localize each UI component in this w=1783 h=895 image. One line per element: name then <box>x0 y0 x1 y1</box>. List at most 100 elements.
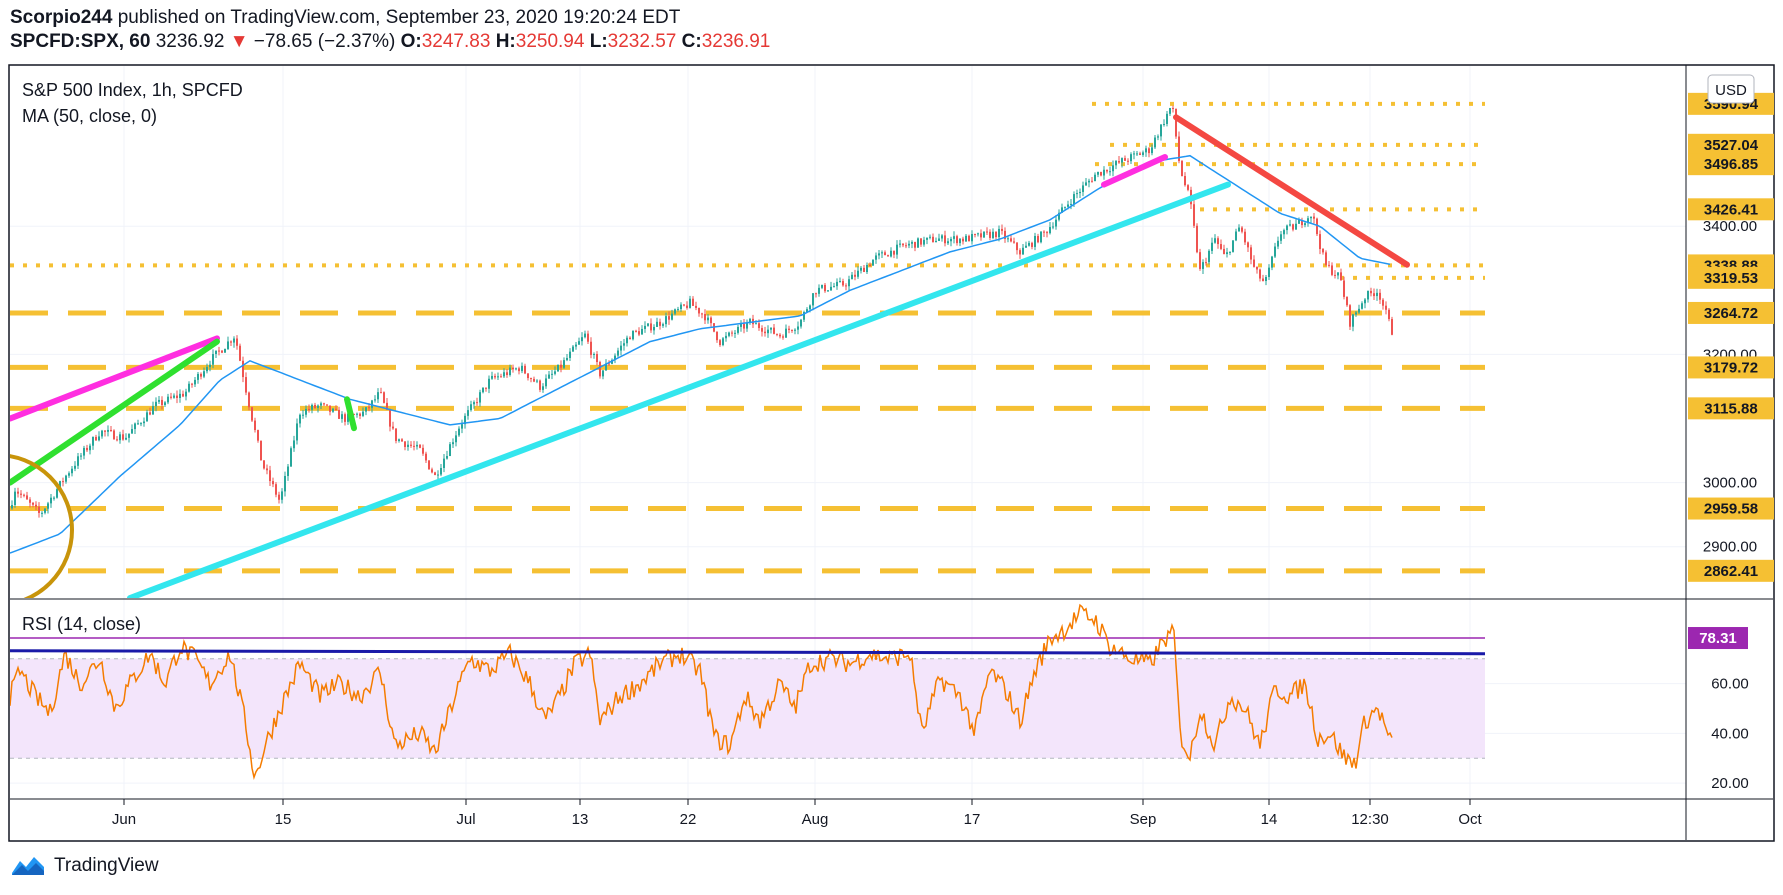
candle-body <box>578 341 580 345</box>
open-value: 3247.83 <box>421 31 491 52</box>
price-axis[interactable]: 2900.003000.003200.003400.0020.0040.0060… <box>1703 218 1757 792</box>
candle-body <box>668 316 670 320</box>
candle-body <box>914 241 916 248</box>
candle-body <box>35 504 37 507</box>
candle-body <box>1184 176 1186 186</box>
candle-body <box>419 444 421 448</box>
candle-body <box>290 448 292 467</box>
candle-body <box>338 409 340 419</box>
candle-body <box>773 327 775 334</box>
candle-body <box>491 375 493 379</box>
down-arrow-icon: ▼ <box>229 31 249 52</box>
ma-legend[interactable]: MA (50, close, 0) <box>22 106 157 126</box>
circle-annotation[interactable] <box>0 454 74 605</box>
candle-body <box>1196 225 1198 253</box>
candle-body <box>245 377 247 393</box>
candle-body <box>347 413 349 422</box>
candle-body <box>992 231 994 238</box>
candle-body <box>236 338 238 346</box>
candle-body <box>23 494 25 496</box>
candle-body <box>1202 262 1204 269</box>
candle-body <box>896 244 898 255</box>
candle-body <box>467 410 469 416</box>
candle-body <box>53 497 55 499</box>
trendline-magenta-sep <box>1101 154 1168 188</box>
candle-body <box>431 469 433 473</box>
candle-body <box>851 274 853 280</box>
candle-body <box>554 371 556 374</box>
time-axis[interactable]: Jun 15 Jul 13 22 Aug 17 Sep 14 12:30 Oct <box>112 799 1483 828</box>
candle-body <box>428 460 430 470</box>
candle-body <box>941 235 943 239</box>
price-levels <box>10 101 1485 574</box>
candle-body <box>377 392 379 400</box>
candle-body <box>86 447 88 451</box>
rsi-tick-label: 20.00 <box>1711 775 1749 792</box>
candle-body <box>644 325 646 329</box>
main-legend-title[interactable]: S&P 500 Index, 1h, SPCFD <box>22 80 243 100</box>
candle-body <box>1070 203 1072 205</box>
time-tick-label: 14 <box>1261 811 1278 828</box>
candle-body <box>683 304 685 306</box>
candle-body <box>434 472 436 475</box>
candle-body <box>656 321 658 327</box>
candle-body <box>497 376 499 378</box>
candle-body <box>1118 161 1120 163</box>
candle-body <box>47 503 49 509</box>
candle-body <box>788 328 790 330</box>
trendline-red-down <box>1173 114 1410 268</box>
rsi-tick-label: 40.00 <box>1711 725 1749 742</box>
candle-body <box>590 341 592 355</box>
low-label: L: <box>589 31 608 52</box>
candle-body <box>911 241 913 244</box>
candle-body <box>1010 238 1012 242</box>
currency-button[interactable]: USD <box>1707 74 1755 104</box>
candle-body <box>242 360 244 378</box>
publisher-name[interactable]: Scorpio244 <box>10 7 113 28</box>
candle-body <box>587 333 589 342</box>
candle-body <box>1355 312 1357 315</box>
candle-body <box>1280 234 1282 241</box>
candle-body <box>182 393 184 397</box>
tradingview-brand[interactable]: TradingView <box>54 855 159 876</box>
level-tag-label: 2862.41 <box>1704 563 1758 580</box>
candle-body <box>170 396 172 398</box>
candle-body <box>782 336 784 338</box>
tradingview-logo-icon[interactable] <box>10 853 48 879</box>
candle-body <box>56 489 58 498</box>
candle-body <box>149 412 151 415</box>
candle-body <box>470 404 472 411</box>
candle-body <box>1292 224 1294 230</box>
candle-body <box>836 281 838 287</box>
candle-body <box>998 228 1000 238</box>
candle-body <box>743 323 745 329</box>
currency-label[interactable]: USD <box>1715 82 1747 99</box>
candle-body <box>965 235 967 242</box>
candle-body <box>1169 107 1171 114</box>
candle-body <box>179 393 181 398</box>
candle-body <box>383 392 385 403</box>
candle-body <box>476 402 478 404</box>
candle-body <box>1004 230 1006 239</box>
candle-body <box>935 240 937 243</box>
candle-body <box>566 357 568 361</box>
chart-frame <box>8 64 1775 842</box>
candle-body <box>1289 224 1291 226</box>
candle-body <box>956 236 958 244</box>
candle-body <box>401 439 403 442</box>
trendlines[interactable] <box>10 114 1410 598</box>
candle-body <box>1193 204 1195 226</box>
footer: TradingView <box>10 853 159 879</box>
rsi-legend[interactable]: RSI (14, close) <box>22 614 141 634</box>
candle-body <box>1250 247 1252 260</box>
candle-body <box>710 317 712 324</box>
time-tick-label: 22 <box>680 811 697 828</box>
candle-body <box>1088 180 1090 183</box>
candle-body <box>521 365 523 372</box>
candle-body <box>425 453 427 461</box>
time-tick-label: 12:30 <box>1351 811 1389 828</box>
rsi-band <box>10 658 1485 759</box>
candle-body <box>995 231 997 238</box>
candle-body <box>518 368 520 372</box>
